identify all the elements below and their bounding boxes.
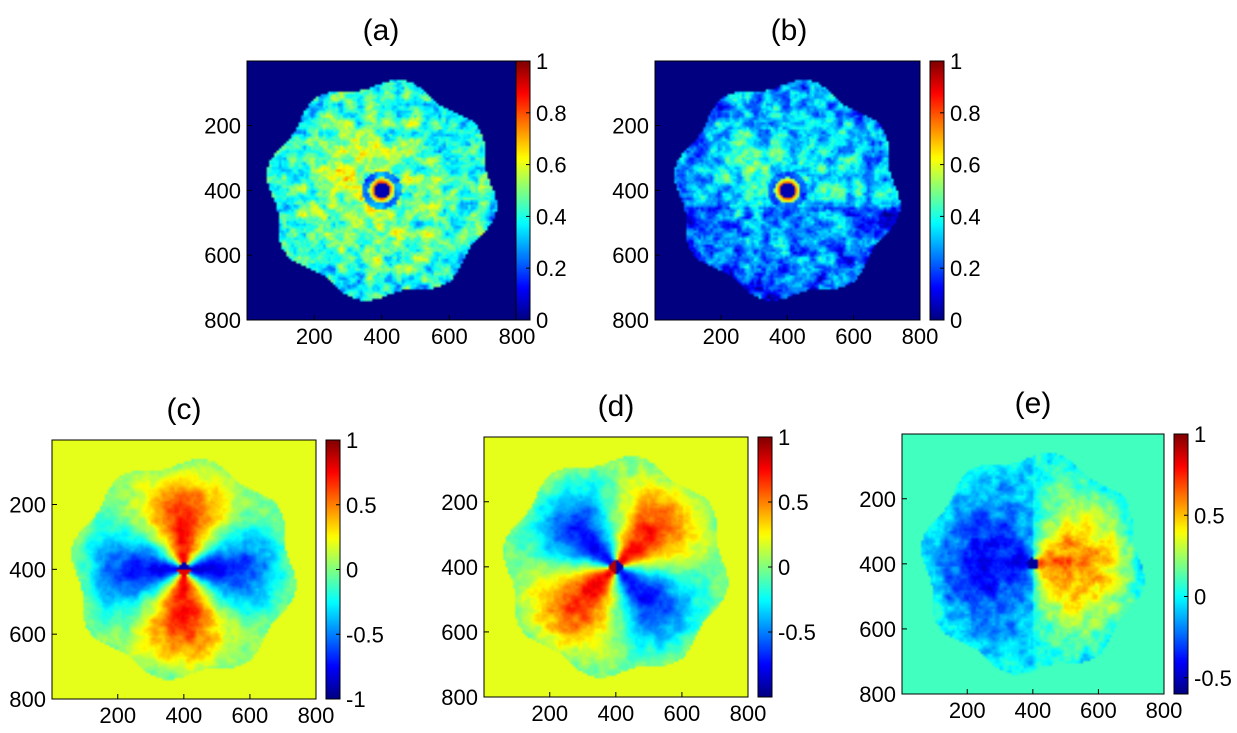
colorbar-tick-label: -0.5 (778, 620, 816, 645)
x-tick-label: 200 (99, 703, 136, 728)
heatmap-image (655, 61, 920, 320)
heatmap-image (52, 440, 316, 699)
x-tick-label: 400 (1014, 698, 1051, 723)
x-tick-label: 800 (499, 324, 536, 349)
x-tick-label: 200 (703, 324, 740, 349)
y-tick-label: 800 (859, 682, 896, 707)
y-tick-label: 800 (9, 687, 46, 712)
x-tick-label: 200 (296, 324, 333, 349)
y-tick-label: 600 (9, 622, 46, 647)
y-tick-label: 800 (204, 308, 241, 333)
x-tick-label: 600 (664, 701, 701, 726)
colorbar (516, 61, 530, 320)
colorbar-tick-label: 1 (1194, 422, 1206, 447)
heatmap-image (247, 61, 517, 320)
heatmap-image (902, 434, 1164, 694)
x-tick-label: 800 (902, 324, 939, 349)
x-tick-label: 600 (835, 324, 872, 349)
colorbar-tick-label: 1 (778, 425, 790, 450)
x-tick-label: 800 (1146, 698, 1183, 723)
x-tick-label: 800 (298, 703, 335, 728)
x-tick-label: 200 (531, 701, 568, 726)
panel-title: (e) (1015, 387, 1052, 420)
y-tick-label: 200 (859, 487, 896, 512)
heatmap-panel-2: (c) 200 400 600 800 200 400 600 800 -1 -0.5 0 0.5 1 (9, 393, 384, 728)
colorbar-tick-label: -1 (346, 687, 366, 712)
y-tick-label: 600 (612, 243, 649, 268)
y-tick-label: 800 (441, 685, 478, 710)
heatmap-panel-3: (d) 200 400 600 800 200 400 600 800 -0.5 0 0.5 1 (441, 390, 816, 726)
colorbar-tick-label: 0.5 (346, 493, 377, 518)
x-tick-label: 600 (232, 703, 269, 728)
colorbar-frame (515, 60, 531, 321)
colorbar-tick-label: 0 (536, 308, 548, 333)
colorbar-tick-label: -0.5 (1194, 666, 1232, 691)
colorbar-tick-label: 0.8 (950, 101, 981, 126)
heatmap-image (484, 437, 748, 697)
colorbar-tick-label: 1 (536, 49, 548, 74)
x-tick-label: 400 (597, 701, 634, 726)
colorbar-tick-label: 0.2 (536, 256, 567, 281)
colorbar-tick-label: 0.4 (950, 204, 981, 229)
y-tick-label: 200 (441, 490, 478, 515)
colorbar-tick-label: 1 (346, 428, 358, 453)
x-tick-label: 400 (769, 324, 806, 349)
colorbar-tick-label: 0.6 (536, 153, 567, 178)
colorbar-tick-label: 0.6 (950, 153, 981, 178)
y-tick-label: 400 (612, 178, 649, 203)
colorbar-frame (929, 60, 945, 321)
colorbar-tick-label: 0.4 (536, 204, 567, 229)
colorbar-tick-label: 0.8 (536, 101, 567, 126)
heatmap-panel-1: (b) 200 400 600 800 200 400 600 800 0 0.2 0.4 0.6 0.8… (612, 14, 980, 349)
colorbar-tick-label: 0 (1194, 585, 1206, 610)
x-tick-label: 600 (1080, 698, 1117, 723)
y-tick-label: 400 (9, 557, 46, 582)
colorbar-tick-label: 0 (950, 308, 962, 333)
panel-title: (a) (363, 14, 400, 47)
panel-title: (c) (167, 393, 202, 426)
colorbar-tick-label: 0 (778, 555, 790, 580)
y-tick-label: 600 (441, 620, 478, 645)
colorbar-tick-label: 0.2 (950, 256, 981, 281)
heatmap-panel-4: (e) 200 400 600 800 200 400 600 800 -0.5 0 0.5 1 (859, 387, 1232, 723)
x-tick-label: 800 (730, 701, 767, 726)
x-tick-label: 600 (431, 324, 468, 349)
y-tick-label: 400 (204, 178, 241, 203)
colorbar-tick-label: -0.5 (346, 622, 384, 647)
y-tick-label: 400 (859, 552, 896, 577)
y-tick-label: 800 (612, 308, 649, 333)
y-tick-label: 200 (612, 114, 649, 139)
x-tick-label: 200 (949, 698, 986, 723)
colorbar-tick-label: 0.5 (778, 490, 809, 515)
colorbar-tick-label: 0 (346, 558, 358, 583)
colorbar-tick-label: 1 (950, 49, 962, 74)
y-tick-label: 400 (441, 555, 478, 580)
colorbar (930, 61, 944, 320)
y-tick-label: 200 (9, 493, 46, 518)
colorbar (1174, 434, 1188, 694)
x-tick-label: 400 (363, 324, 400, 349)
panel-title: (b) (771, 14, 808, 47)
colorbar-frame (1173, 433, 1189, 695)
y-tick-label: 600 (204, 243, 241, 268)
colorbar-tick-label: 0.5 (1194, 503, 1225, 528)
y-tick-label: 600 (859, 617, 896, 642)
x-tick-label: 400 (165, 703, 202, 728)
y-tick-label: 200 (204, 114, 241, 139)
panel-title: (d) (598, 390, 635, 423)
